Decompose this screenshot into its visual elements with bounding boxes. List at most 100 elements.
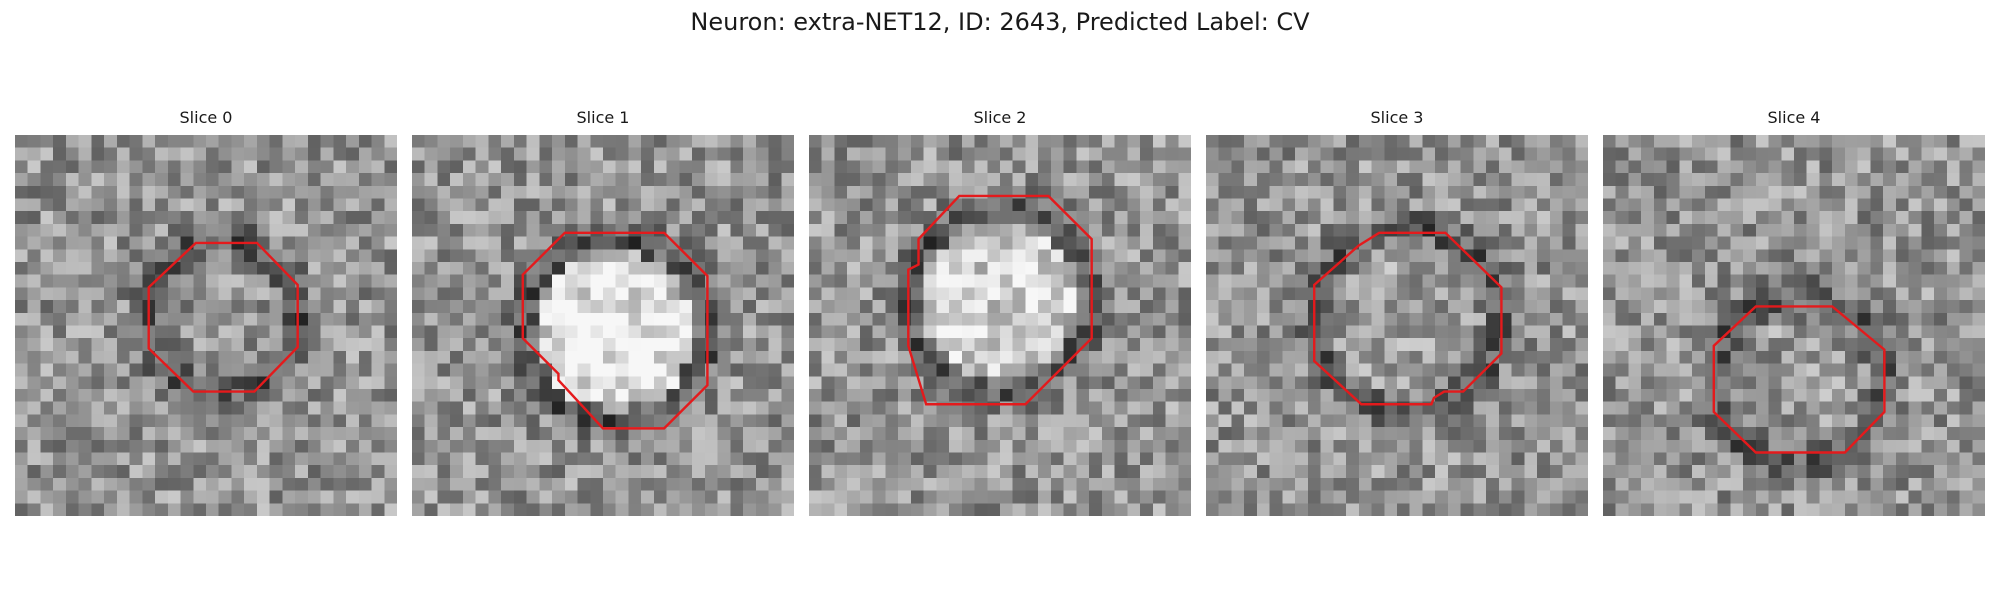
pixel <box>1794 465 1807 479</box>
pixel <box>552 223 566 237</box>
pixel <box>307 236 321 250</box>
pixel <box>129 223 143 237</box>
pixel <box>218 465 232 479</box>
pixel <box>666 274 680 288</box>
pixel <box>282 236 296 250</box>
pixel <box>180 389 194 402</box>
pixel <box>475 300 489 314</box>
pixel <box>1692 185 1706 199</box>
pixel <box>1794 211 1807 225</box>
pixel <box>692 401 706 415</box>
pixel <box>1603 427 1616 441</box>
pixel <box>91 287 105 301</box>
pixel <box>1934 465 1948 479</box>
pixel <box>412 325 425 339</box>
pixel <box>1269 262 1283 275</box>
pixel <box>847 173 861 187</box>
pixel <box>412 401 425 415</box>
pixel <box>859 198 873 212</box>
pixel <box>501 135 515 148</box>
pixel <box>1934 185 1948 199</box>
pixel <box>244 173 258 187</box>
pixel <box>1038 350 1052 364</box>
pixel <box>1435 376 1449 390</box>
pixel <box>450 503 464 516</box>
pixel <box>269 249 283 263</box>
pixel <box>1256 452 1270 466</box>
pixel <box>1870 439 1884 453</box>
pixel <box>1959 160 1973 174</box>
pixel <box>1743 160 1757 174</box>
pixel <box>704 427 718 441</box>
pixel <box>1231 376 1245 390</box>
pixel <box>244 135 258 148</box>
pixel <box>666 135 680 148</box>
pixel <box>15 198 28 212</box>
pixel <box>1435 160 1449 174</box>
pixel <box>15 363 28 377</box>
pixel <box>679 350 693 364</box>
pixel <box>475 287 489 301</box>
pixel <box>1692 414 1706 428</box>
pixel <box>1498 389 1512 402</box>
pixel <box>666 350 680 364</box>
pixel <box>603 465 616 479</box>
pixel <box>628 185 642 199</box>
pixel <box>1000 160 1013 174</box>
pixel <box>987 427 1001 441</box>
pixel <box>129 503 143 516</box>
pixel <box>142 147 156 161</box>
pixel <box>424 287 438 301</box>
pixel <box>821 160 835 174</box>
pixel <box>1435 350 1449 364</box>
pixel <box>1409 350 1423 364</box>
pixel <box>1562 185 1576 199</box>
pixel <box>1000 389 1013 402</box>
pixel <box>1666 312 1680 326</box>
pixel <box>692 211 706 225</box>
pixel <box>320 198 334 212</box>
pixel <box>1165 439 1179 453</box>
pixel <box>269 312 283 326</box>
pixel <box>1333 147 1347 161</box>
pixel <box>1972 401 1985 415</box>
pixel <box>1768 147 1782 161</box>
pixel <box>384 389 397 402</box>
pixel <box>1743 223 1757 237</box>
pixel <box>27 198 41 212</box>
pixel <box>1231 198 1245 212</box>
pixel <box>936 350 950 364</box>
pixel <box>628 477 642 491</box>
pixel <box>1628 147 1642 161</box>
pixel <box>78 363 92 377</box>
pixel <box>1333 262 1347 275</box>
pixel <box>1666 135 1680 148</box>
pixel <box>1140 452 1154 466</box>
pixel <box>1256 135 1270 148</box>
pixel <box>717 211 731 225</box>
pixel <box>755 211 769 225</box>
pixel <box>666 173 680 187</box>
pixel <box>1921 262 1935 275</box>
pixel <box>1178 211 1191 225</box>
pixel <box>78 439 92 453</box>
pixel <box>256 173 270 187</box>
pixel <box>462 147 476 161</box>
pixel <box>231 439 245 453</box>
pixel <box>116 249 130 263</box>
pixel <box>1575 401 1588 415</box>
pixel <box>577 452 591 466</box>
pixel <box>923 439 937 453</box>
pixel <box>15 350 28 364</box>
pixel <box>40 274 54 288</box>
pixel <box>78 312 92 326</box>
pixel <box>1832 389 1846 402</box>
pixel <box>15 287 28 301</box>
pixel <box>1511 376 1525 390</box>
pixel <box>885 211 899 225</box>
pixel <box>730 338 744 352</box>
pixel <box>180 312 194 326</box>
pixel <box>1409 249 1423 263</box>
pixel <box>1165 274 1179 288</box>
pixel <box>1575 312 1588 326</box>
